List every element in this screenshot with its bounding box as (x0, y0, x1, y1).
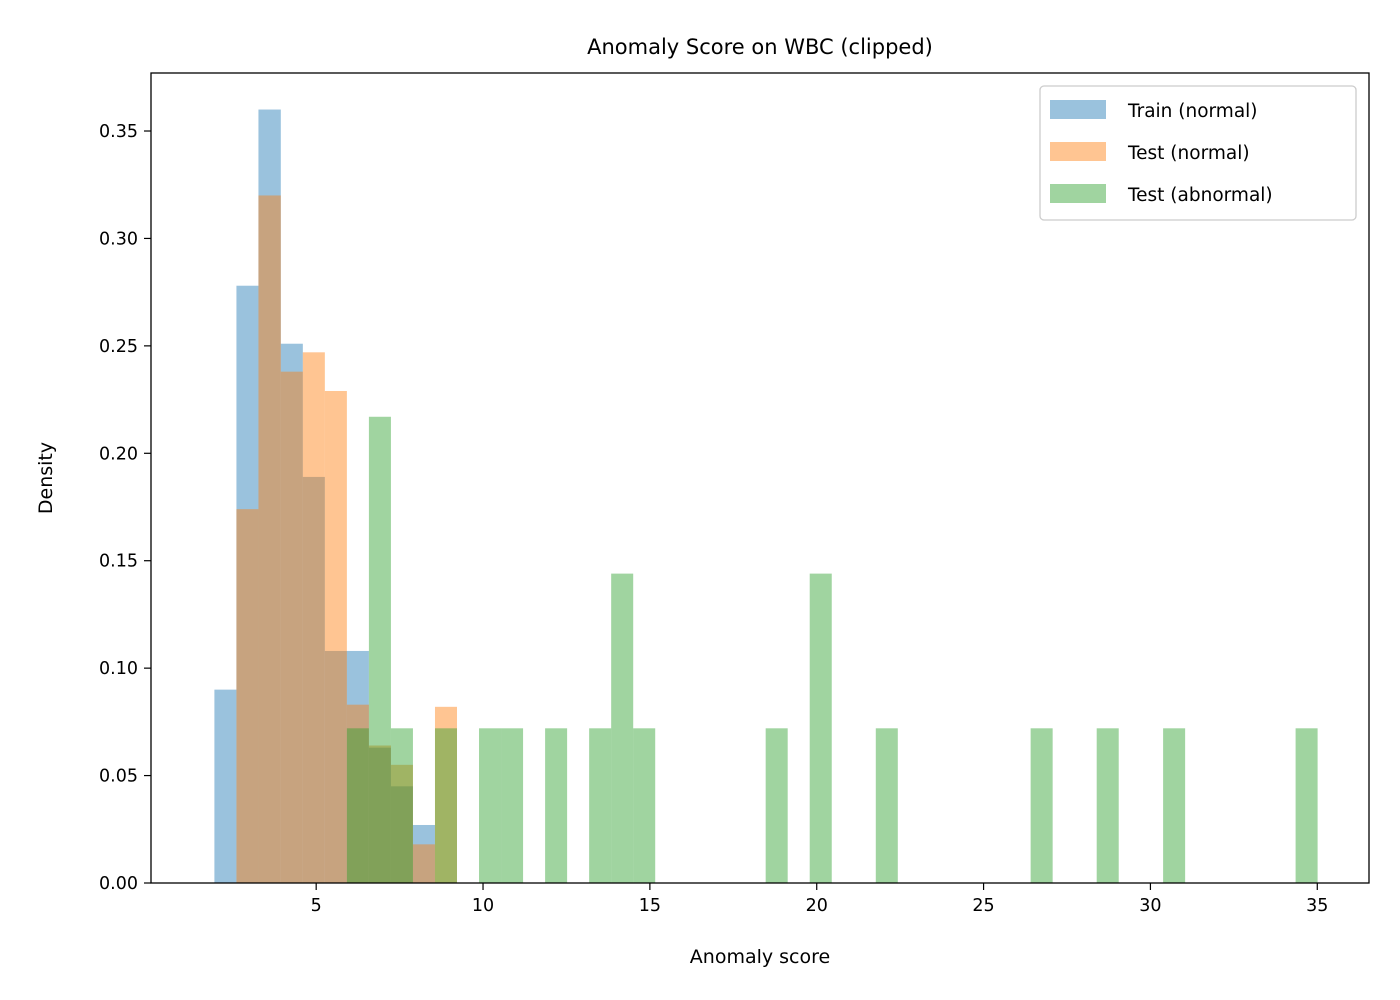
legend-swatch (1050, 100, 1106, 119)
legend-label: Test (abnormal) (1127, 185, 1273, 206)
bar-test-abnormal-13 (1030, 728, 1053, 883)
y-tick-label: 0.15 (99, 552, 138, 572)
x-tick-label: 5 (311, 896, 322, 916)
x-tick-label: 35 (1306, 896, 1328, 916)
bar-train-normal-8 (390, 786, 413, 883)
bar-test-normal-7 (390, 764, 413, 883)
x-tick-label: 10 (472, 896, 494, 916)
bar-test-abnormal-14 (1096, 728, 1119, 883)
x-axis-ticks: 5 10 15 20 25 30 35 (311, 883, 1328, 916)
bar-test-abnormal-9 (633, 728, 656, 883)
bar-train-normal-6 (346, 650, 369, 883)
y-axis-ticks: 0.00 0.05 0.10 0.15 0.20 0.25 0.30 0.35 (99, 122, 151, 894)
bar-test-normal-1 (258, 195, 281, 884)
bar-test-abnormal-10 (765, 728, 788, 883)
bar-test-abnormal-7 (589, 728, 612, 883)
bar-test-normal-0 (236, 509, 259, 883)
bar-train-normal-4 (302, 476, 325, 883)
y-tick-label: 0.10 (99, 659, 138, 679)
y-tick-label: 0.25 (99, 337, 138, 357)
bar-test-abnormal-16 (1295, 728, 1318, 883)
bar-test-normal-5 (346, 704, 369, 883)
bar-train-normal-2 (258, 109, 281, 883)
chart-title: Anomaly Score on WBC (clipped) (587, 35, 933, 59)
bar-test-abnormal-1 (368, 416, 391, 883)
y-tick-label: 0.00 (99, 874, 138, 894)
bar-test-abnormal-12 (875, 728, 898, 883)
bar-train-normal-0 (214, 689, 237, 883)
x-axis-label: Anomaly score (690, 946, 830, 968)
bar-test-abnormal-4 (479, 728, 502, 883)
y-tick-label: 0.35 (99, 122, 138, 142)
bar-test-abnormal-2 (390, 728, 413, 883)
legend-swatch (1050, 184, 1106, 203)
bar-train-normal-7 (368, 747, 391, 883)
bar-test-normal-8 (412, 844, 435, 883)
y-axis-label: Density (35, 442, 57, 514)
bar-test-abnormal-8 (611, 573, 634, 883)
bar-test-normal-6 (368, 745, 391, 883)
y-tick-label: 0.05 (99, 767, 138, 787)
legend-label: Test (normal) (1127, 143, 1250, 164)
bar-train-normal-1 (236, 285, 259, 884)
bar-test-abnormal-11 (809, 573, 832, 883)
legend-items: Train (normal) Test (normal) Test (abnorma… (1050, 100, 1273, 206)
plot-area-frame (150, 72, 1370, 884)
y-tick-label: 0.30 (99, 229, 138, 249)
bar-test-normal-3 (302, 352, 325, 883)
bar-test-normal-9 (434, 706, 457, 883)
bar-train-normal-5 (324, 650, 347, 883)
bar-train-normal-3 (280, 343, 303, 884)
bar-test-abnormal-5 (501, 728, 524, 883)
y-tick-label: 0.20 (99, 444, 138, 464)
bar-test-abnormal-0 (346, 728, 369, 883)
bar-test-normal-2 (280, 371, 303, 883)
bar-train-normal-9 (412, 824, 435, 883)
x-tick-label: 30 (1139, 896, 1161, 916)
legend: Train (normal) Test (normal) Test (abnorma… (1039, 85, 1357, 221)
bar-test-abnormal-3 (434, 728, 457, 883)
x-tick-label: 15 (639, 896, 661, 916)
bar-test-abnormal-15 (1163, 728, 1186, 883)
x-tick-label: 20 (806, 896, 828, 916)
legend-swatch (1050, 142, 1106, 161)
bar-test-normal-4 (324, 390, 347, 883)
legend-label: Train (normal) (1127, 101, 1258, 122)
x-tick-label: 25 (972, 896, 994, 916)
bars-layer (214, 109, 1318, 884)
bar-test-abnormal-6 (545, 728, 568, 883)
legend-box (1039, 85, 1357, 221)
